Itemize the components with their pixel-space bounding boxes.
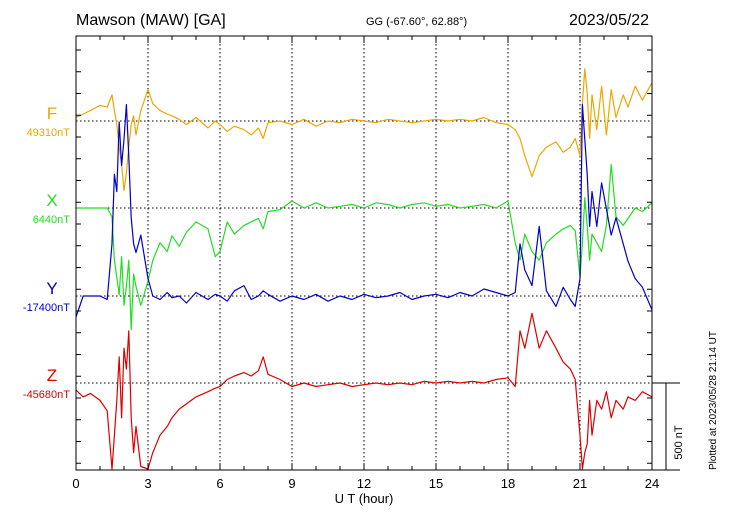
series-line-z [75, 312, 653, 470]
series-layer [75, 68, 653, 470]
grid-lines [76, 36, 652, 470]
series-line-y [75, 103, 653, 318]
series-line-x [76, 163, 653, 331]
series-name-y: Y [46, 279, 57, 298]
x-axis-ticks: 0 3 6 9 12 15 18 21 24 U T (hour) [72, 36, 659, 506]
coordinates-label: GG (-67.60°, 62.88°) [366, 16, 468, 28]
series-labels: F 49310nT X 6440nT Y -17400nT Z -45680nT [23, 104, 70, 401]
series-baseline-z: -45680nT [23, 389, 70, 401]
x-tick-label: 3 [144, 476, 151, 491]
plotted-at-note: Plotted at 2023/05/28 21:14 UT [708, 331, 719, 470]
x-tick-label: 12 [357, 476, 371, 491]
series-line-f [75, 68, 653, 192]
series-name-x: X [46, 191, 57, 210]
series-name-f: F [47, 104, 57, 123]
scale-bar-label: 500 nT [673, 425, 685, 460]
series-baseline-x: 6440nT [33, 214, 71, 226]
x-tick-label: 18 [501, 476, 515, 491]
series-baseline-y: -17400nT [23, 302, 70, 314]
x-tick-label: 15 [429, 476, 443, 491]
x-tick-label: 9 [288, 476, 295, 491]
series-baseline-f: 49310nT [27, 127, 71, 139]
series-name-z: Z [47, 366, 57, 385]
x-tick-label: 24 [645, 476, 659, 491]
scale-bar: 500 nT [652, 382, 685, 471]
date-label: 2023/05/22 [569, 12, 650, 29]
station-title: Mawson (MAW) [GA] [76, 12, 226, 29]
x-tick-label: 21 [573, 476, 587, 491]
x-tick-label: 0 [72, 476, 79, 491]
x-axis-label: U T (hour) [335, 491, 394, 506]
x-tick-label: 6 [216, 476, 223, 491]
